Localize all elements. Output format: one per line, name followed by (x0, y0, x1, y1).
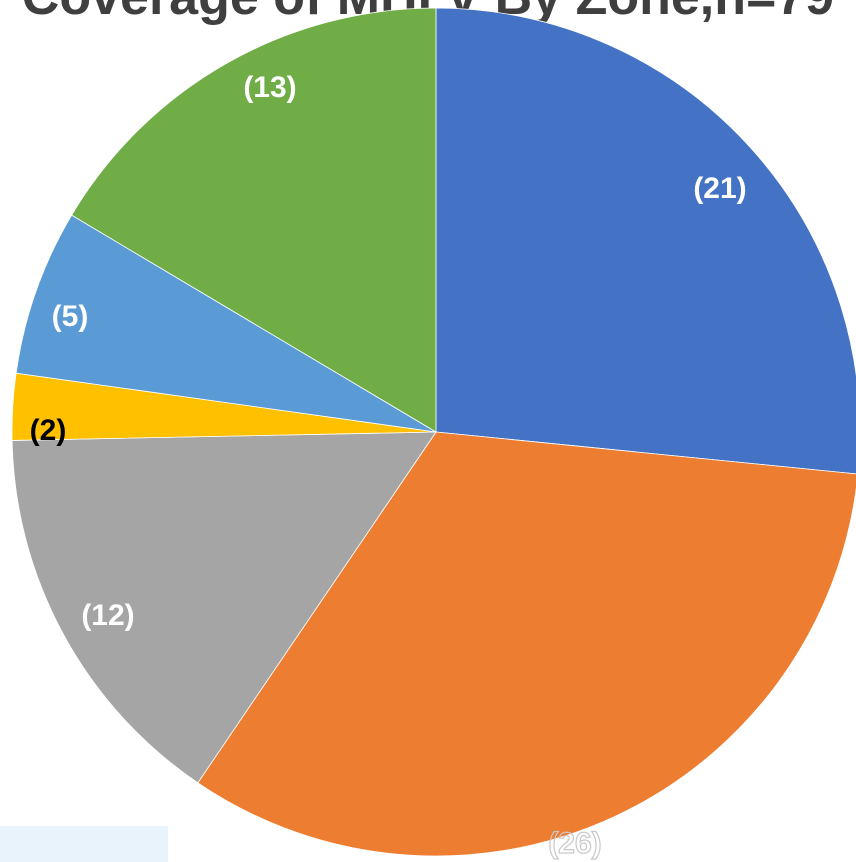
slice-data-label: (26) (548, 827, 601, 860)
pie-slice (71, 7, 437, 433)
pie-slice (435, 7, 856, 475)
pie-slice (15, 214, 437, 433)
pie-slices (11, 7, 856, 857)
slice-data-label: (13) (243, 71, 296, 104)
pie-data-labels: (21) (26) (12) (2) (5) (13) (30, 71, 747, 861)
slice-data-label: (2) (30, 414, 67, 447)
slice-data-label: (5) (52, 300, 89, 333)
corner-highlight (0, 826, 168, 862)
pie-slice (197, 431, 856, 857)
slice-data-label: (21) (693, 172, 746, 205)
pie-slice (11, 431, 437, 784)
slice-data-label: (12) (81, 599, 134, 632)
